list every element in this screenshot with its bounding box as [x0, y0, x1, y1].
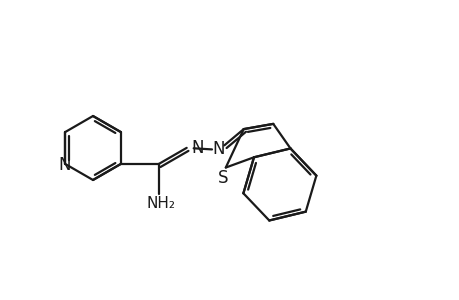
Text: N: N [191, 139, 204, 157]
Text: S: S [217, 169, 228, 187]
Text: N: N [212, 140, 225, 158]
Text: NH₂: NH₂ [146, 196, 175, 211]
Text: N: N [58, 156, 70, 174]
